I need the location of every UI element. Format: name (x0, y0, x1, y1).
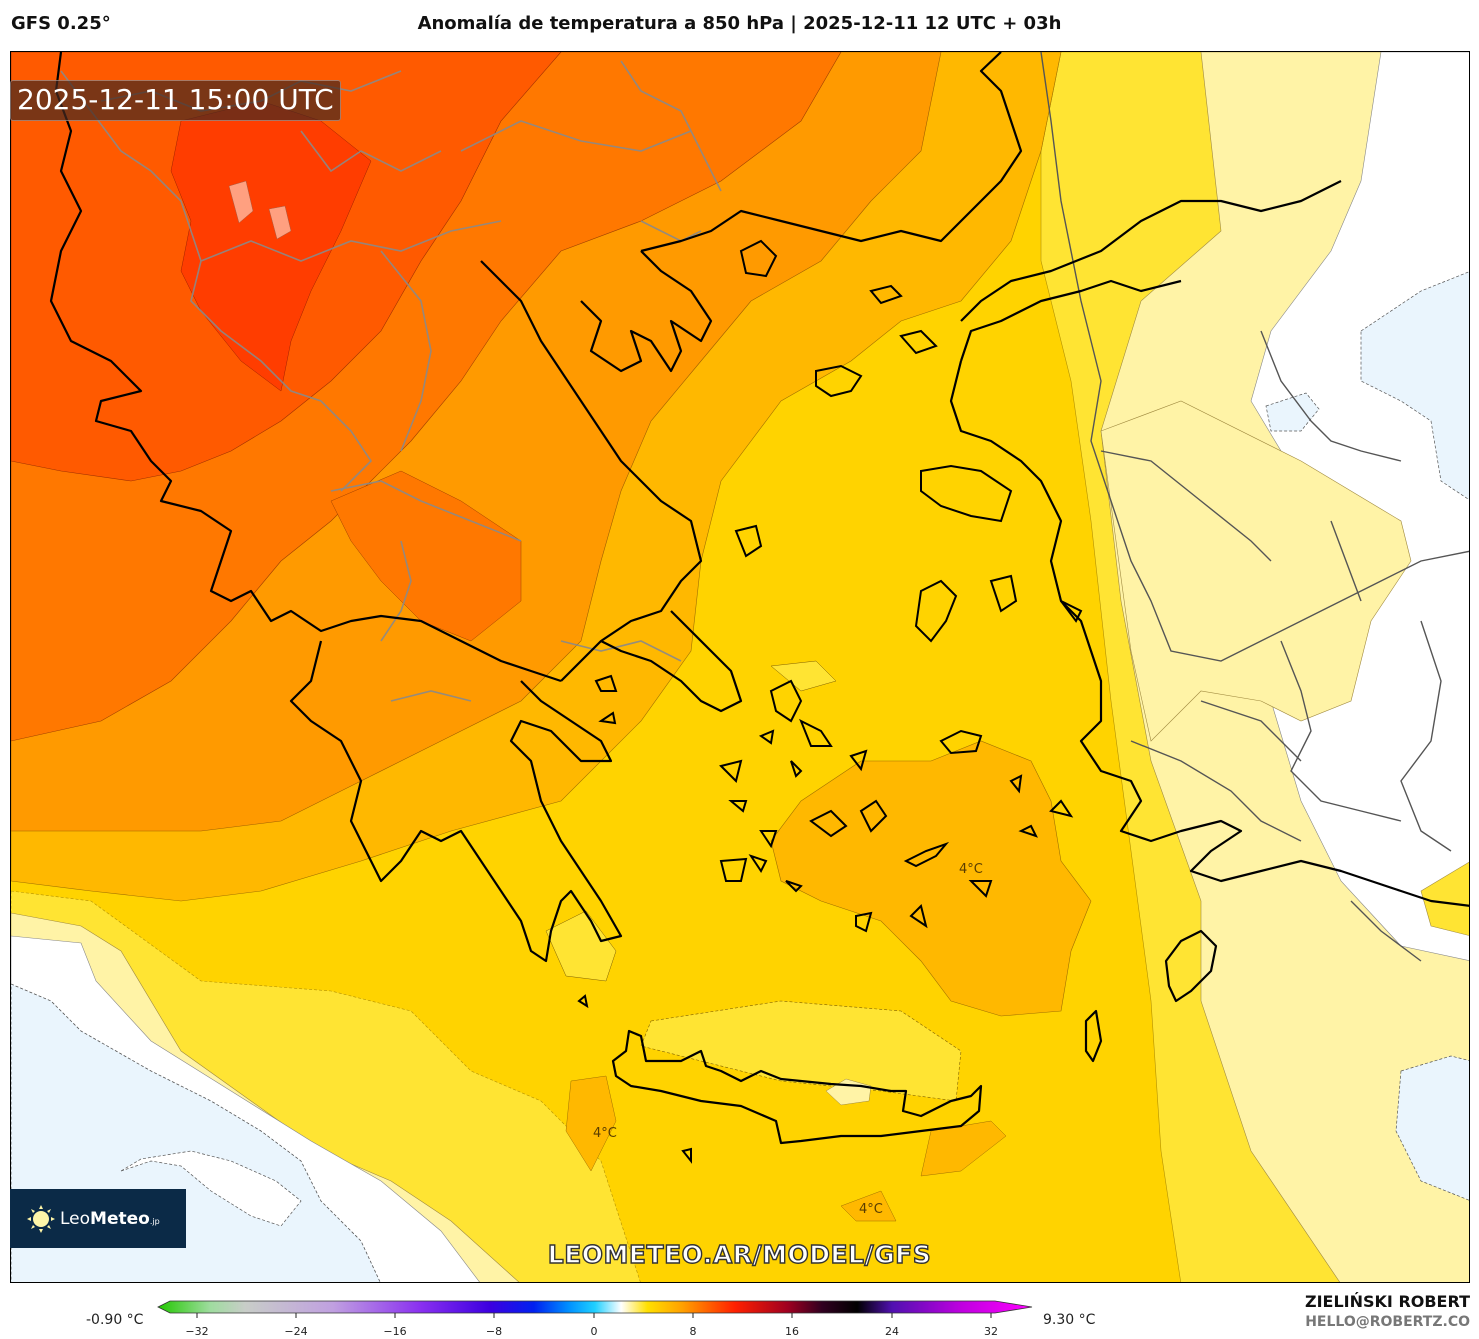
contour-amber-sw-crete (565, 1075, 617, 1172)
colorbar-tick: −16 (383, 1325, 407, 1338)
map-canvas: 4°C 4°C 4°C (11, 52, 1469, 1282)
coastlines (49, 52, 1469, 1145)
turkey-borders (1040, 52, 1469, 962)
contour-label-sw-crete: 4°C (593, 1126, 617, 1141)
colorbar-tick: −24 (284, 1325, 308, 1338)
chart-title: Anomalía de temperatura a 850 hPa | 2025… (417, 13, 1062, 34)
model-label: GFS 0.25° (11, 13, 111, 34)
contour-blue-east-2 (1395, 1055, 1469, 1201)
contour-red-orange (170, 100, 372, 392)
contour-pale-east-inner (1100, 400, 1412, 742)
colorbar-tick: 16 (785, 1325, 799, 1338)
contour-amber-aegean (770, 740, 1092, 1017)
contour-yellow-crete-n (640, 1000, 962, 1102)
colorbar-tick: 24 (885, 1325, 899, 1338)
author-email[interactable]: HELLO@ROBERTZ.CO (1305, 1314, 1470, 1330)
colorbar-min-label: -0.90 °C (86, 1312, 144, 1328)
aegean-islands (577, 239, 1083, 1164)
contour-amber-s-crete (840, 1190, 897, 1222)
sun-icon (27, 1204, 55, 1233)
colorbar-tick: 32 (984, 1325, 998, 1338)
colorbar-tick: 8 (689, 1325, 697, 1338)
contour-amber-se-crete (920, 1120, 1007, 1177)
contour-yellow-kythira (545, 910, 617, 982)
colorbar-gradient (157, 1300, 1033, 1318)
colorbar-tick: −32 (185, 1325, 209, 1338)
colorbar-tick: −8 (485, 1325, 503, 1338)
colorbar-tick: 0 (590, 1325, 598, 1338)
colorbar: -0.90 °C (0, 1290, 1479, 1339)
contour-hot-spot (228, 180, 292, 240)
temperature-anomaly-map[interactable]: 4°C 4°C 4°C (10, 51, 1470, 1283)
contour-blue-east (1360, 271, 1469, 501)
contour-label-s-crete: 4°C (859, 1202, 883, 1217)
contour-label-aegean: 4°C (959, 862, 983, 877)
colorbar-max-label: 9.30 °C (1043, 1312, 1096, 1328)
site-watermark: LEOMETEO.AR/MODEL/GFS (547, 1239, 932, 1269)
author-credit: ZIELIŃSKI ROBERT (1304, 1292, 1470, 1311)
contour-orange-inner (330, 470, 522, 642)
valid-time-badge: 2025-12-11 15:00 UTC (10, 80, 341, 121)
contour-white-sw-island (120, 1150, 302, 1227)
leometeo-logo[interactable]: LeoMeteo.jp (10, 1189, 186, 1248)
contour-yellow-east-tongue (1420, 861, 1469, 936)
logo-text: LeoMeteo.jp (60, 1208, 160, 1229)
